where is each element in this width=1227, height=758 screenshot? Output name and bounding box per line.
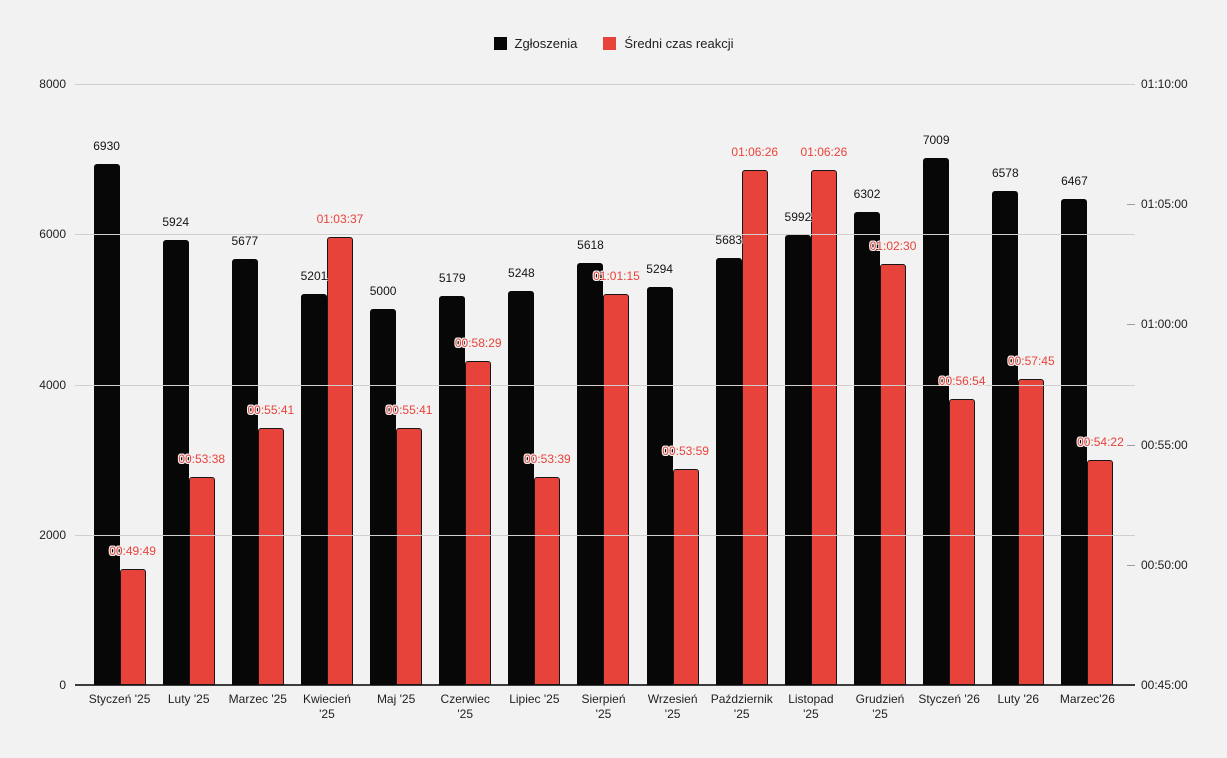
gridline	[75, 384, 1135, 386]
x-axis-label-wrzesie-25: Wrzesień '25	[647, 692, 698, 721]
legend-swatch-icon	[603, 37, 617, 50]
sredni-czas-reakcji-bar[interactable]	[465, 360, 492, 685]
left-axis-tick-label: 0	[59, 678, 66, 692]
legend-label: Średni czas reakcji	[624, 36, 734, 51]
x-axis-label-marzec-25: Marzec '25	[228, 692, 287, 706]
bar-group-grudzie-25: 6302 01:02:30	[845, 84, 916, 685]
x-axis-label-kwiecie-25: Kwiecień '25	[302, 692, 351, 721]
x-axis-label-luty-25: Luty '25	[167, 692, 210, 706]
legend-item-redni-czas-reakcji[interactable]: Średni czas reakcji	[603, 36, 733, 51]
sredni-czas-reakcji-bar[interactable]	[949, 398, 976, 685]
right-axis-tick-label: 00:45:00	[1141, 678, 1188, 692]
sredni-czas-reakcji-bar[interactable]	[1018, 378, 1045, 685]
zgloszenia-bar[interactable]	[646, 287, 673, 685]
x-axis-label-luty-26: Luty '26	[997, 692, 1040, 706]
bar-group-listopad-25: 5992 01:06:26	[776, 84, 847, 685]
zgloszenia-bar[interactable]	[439, 295, 466, 685]
x-axis-label-listopad-25: Listopad '25	[788, 692, 834, 721]
x-axis-label-grudzie-25: Grudzień '25	[855, 692, 905, 721]
sredni-czas-reakcji-bar[interactable]	[1087, 459, 1114, 685]
bar-group-marzec-25: 5677 00:55:41	[223, 84, 294, 685]
zgloszenia-bar[interactable]	[715, 258, 742, 685]
x-axis-label-sierpie-25: Sierpień '25	[581, 692, 626, 721]
zgloszenia-bar[interactable]	[231, 258, 258, 685]
zgloszenia-bar[interactable]	[370, 309, 397, 685]
zgloszenia-bar[interactable]	[992, 190, 1019, 685]
x-axis-label-marzec-26: Marzec'26	[1059, 692, 1115, 706]
right-axis-tick	[1127, 564, 1135, 566]
right-axis-tick-label: 01:05:00	[1141, 197, 1188, 212]
zgloszenia-bar[interactable]	[854, 211, 881, 685]
sredni-czas-reakcji-bar[interactable]	[741, 169, 768, 685]
bar-group-pa-dziernik-25: 5683 01:06:26	[707, 84, 778, 685]
right-axis-tick	[1127, 204, 1135, 206]
x-axis-line	[75, 684, 1135, 686]
zgloszenia-value-label: 6930	[93, 139, 120, 154]
sredni-czas-reakcji-bar[interactable]	[188, 477, 215, 685]
legend-label: Zgłoszenia	[514, 36, 578, 51]
gridline	[75, 84, 1135, 85]
zgloszenia-bar[interactable]	[784, 234, 811, 685]
zgloszenia-bar[interactable]	[300, 294, 327, 685]
right-axis-tick	[1127, 444, 1135, 446]
right-axis-tick-label: 00:50:00	[1141, 557, 1188, 572]
zgloszenia-bar[interactable]	[577, 262, 604, 685]
left-axis-tick-label: 2000	[39, 527, 66, 542]
left-axis-tick-label: 4000	[39, 377, 66, 392]
sredni-czas-reakcji-bar[interactable]	[396, 428, 423, 685]
legend-item-zg-oszenia[interactable]: Zgłoszenia	[493, 36, 578, 51]
sredni-czas-reakcji-bar[interactable]	[880, 264, 907, 685]
legend-swatch-icon	[493, 37, 507, 50]
right-axis-tick-label: 01:10:00	[1141, 77, 1188, 91]
zgloszenia-bar[interactable]	[508, 290, 535, 685]
zgloszenia-bar[interactable]	[93, 164, 120, 685]
sredni-czas-reakcji-bar[interactable]	[119, 569, 146, 685]
left-axis-tick-label: 6000	[39, 227, 66, 242]
gridline	[75, 534, 1135, 536]
sredni-czas-reakcji-bar[interactable]	[603, 294, 630, 685]
x-axis-label-stycze-25: Styczeń '25	[88, 692, 151, 706]
right-axis-tick-label: 00:55:00	[1141, 437, 1188, 452]
sredni-czas-reakcji-bar[interactable]	[326, 237, 353, 685]
x-axis-label-maj-25: Maj '25	[376, 692, 416, 706]
zgloszenia-bar[interactable]	[162, 239, 189, 685]
gridline	[75, 234, 1135, 236]
bar-group-czerwiec-25: 5179 00:58:29	[431, 84, 502, 685]
x-axis-label-stycze-26: Styczeń '26	[918, 692, 980, 706]
sredni-czas-reakcji-bar[interactable]	[534, 477, 561, 685]
bar-group-marzec-26: 6467 00:54:22	[1053, 84, 1124, 685]
x-axis-label-lipiec-25: Lipiec '25	[509, 692, 560, 706]
right-axis-tick	[1127, 324, 1135, 326]
bar-group-kwiecie-25: 5201 01:03:37	[292, 84, 363, 685]
sredni-czas-reakcji-bar[interactable]	[257, 428, 284, 685]
sredni-czas-reakcji-bar[interactable]	[672, 469, 699, 685]
zgloszenia-bar[interactable]	[923, 158, 950, 685]
right-axis-tick-label: 01:00:00	[1141, 317, 1188, 332]
zgloszenia-bar[interactable]	[1061, 199, 1088, 685]
chart-legend: Zgłoszenia Średni czas reakcji	[0, 36, 1227, 51]
x-axis-label-pa-dziernik-25: Październik '25	[710, 692, 773, 721]
x-axis-label-czerwiec-25: Czerwiec '25	[440, 692, 490, 721]
bar-group-luty-25: 5924 00:53:38	[154, 84, 225, 685]
left-axis-tick-label: 8000	[39, 77, 66, 91]
sredni-czas-reakcji-bar[interactable]	[810, 169, 837, 685]
plot-area: 6930 00:49:49 5924 00:53:38 5677 00:55:41 5201…	[75, 84, 1135, 686]
